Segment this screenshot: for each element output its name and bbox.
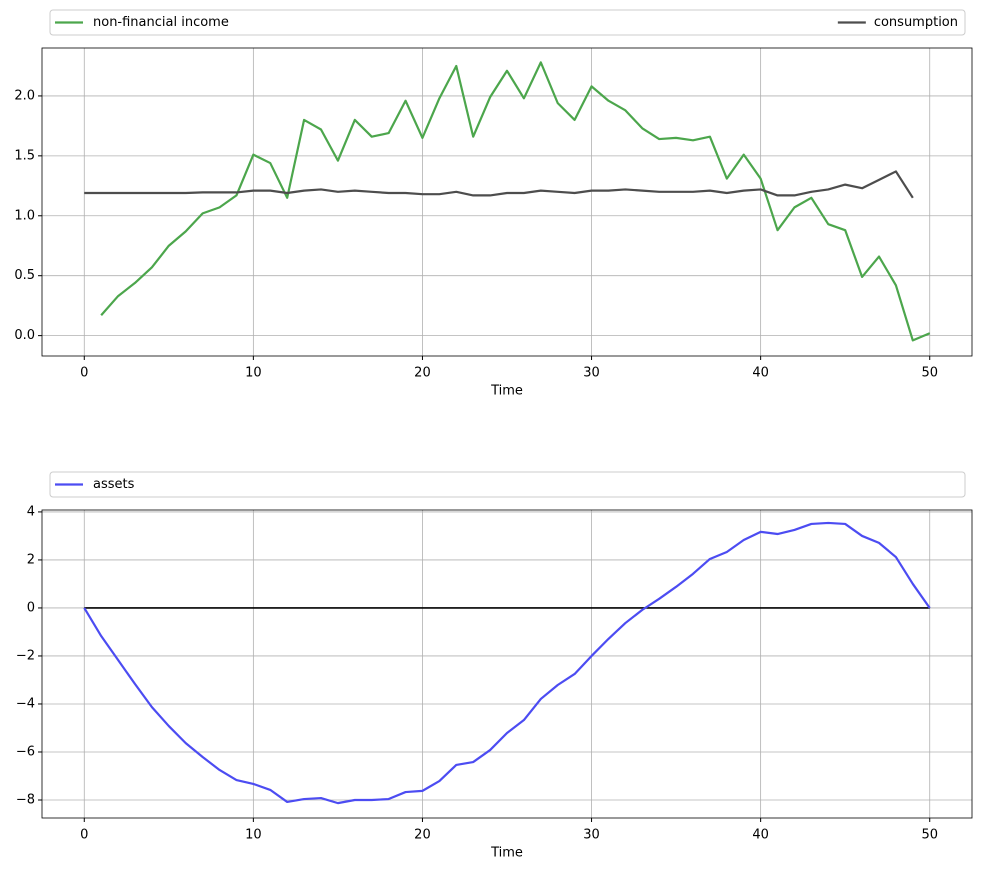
x-tick-label: 50 (921, 366, 938, 381)
legend-label: non-financial income (93, 15, 229, 30)
legend-box (49, 9, 966, 36)
x-axis-label: Time (490, 846, 523, 861)
x-tick-label: 40 (752, 366, 769, 381)
x-axis-label: Time (490, 384, 523, 399)
y-tick-label: 0 (27, 600, 35, 615)
y-tick-label: 2 (27, 552, 35, 567)
x-tick-label: 20 (414, 828, 431, 843)
x-tick-label: 50 (921, 828, 938, 843)
y-tick-label: 0.0 (14, 328, 35, 343)
series-line (84, 170, 914, 199)
x-tick-label: 0 (80, 366, 88, 381)
y-tick-label: −4 (16, 696, 35, 711)
y-tick-label: 0.5 (14, 268, 35, 283)
y-tick-label: −6 (16, 744, 35, 759)
legend-label: consumption (874, 15, 958, 30)
x-tick-label: 20 (414, 366, 431, 381)
series-line (100, 61, 931, 342)
axes-frame (41, 509, 973, 819)
x-tick-label: 30 (583, 366, 600, 381)
x-tick-label: 10 (245, 828, 262, 843)
series-line (83, 521, 931, 805)
x-tick-label: 30 (583, 828, 600, 843)
axes-frame (41, 47, 973, 357)
y-tick-label: 4 (27, 504, 35, 519)
y-tick-label: 1.5 (14, 148, 35, 163)
x-tick-label: 0 (80, 828, 88, 843)
x-tick-label: 10 (245, 366, 262, 381)
legend-box (49, 471, 966, 498)
y-tick-label: −2 (16, 648, 35, 663)
y-tick-label: 1.0 (14, 208, 35, 223)
legend-label: assets (93, 477, 135, 492)
y-tick-label: 2.0 (14, 88, 35, 103)
x-tick-label: 40 (752, 828, 769, 843)
y-tick-label: −8 (16, 792, 35, 807)
